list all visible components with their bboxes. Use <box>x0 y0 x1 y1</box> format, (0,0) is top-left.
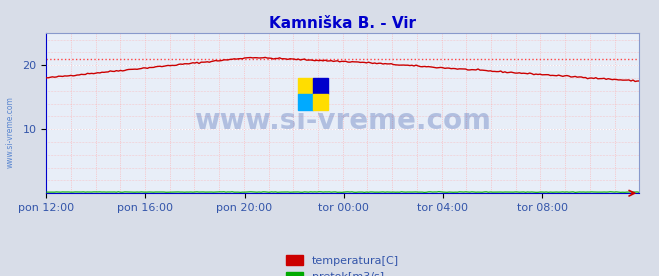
Bar <box>313 94 328 110</box>
Text: www.si-vreme.com: www.si-vreme.com <box>5 97 14 168</box>
Bar <box>313 78 328 94</box>
Title: Kamniška B. - Vir: Kamniška B. - Vir <box>269 15 416 31</box>
Text: www.si-vreme.com: www.si-vreme.com <box>194 107 491 135</box>
Bar <box>298 94 313 110</box>
Bar <box>298 78 313 94</box>
Legend: temperatura[C], pretok[m3/s]: temperatura[C], pretok[m3/s] <box>282 251 403 276</box>
